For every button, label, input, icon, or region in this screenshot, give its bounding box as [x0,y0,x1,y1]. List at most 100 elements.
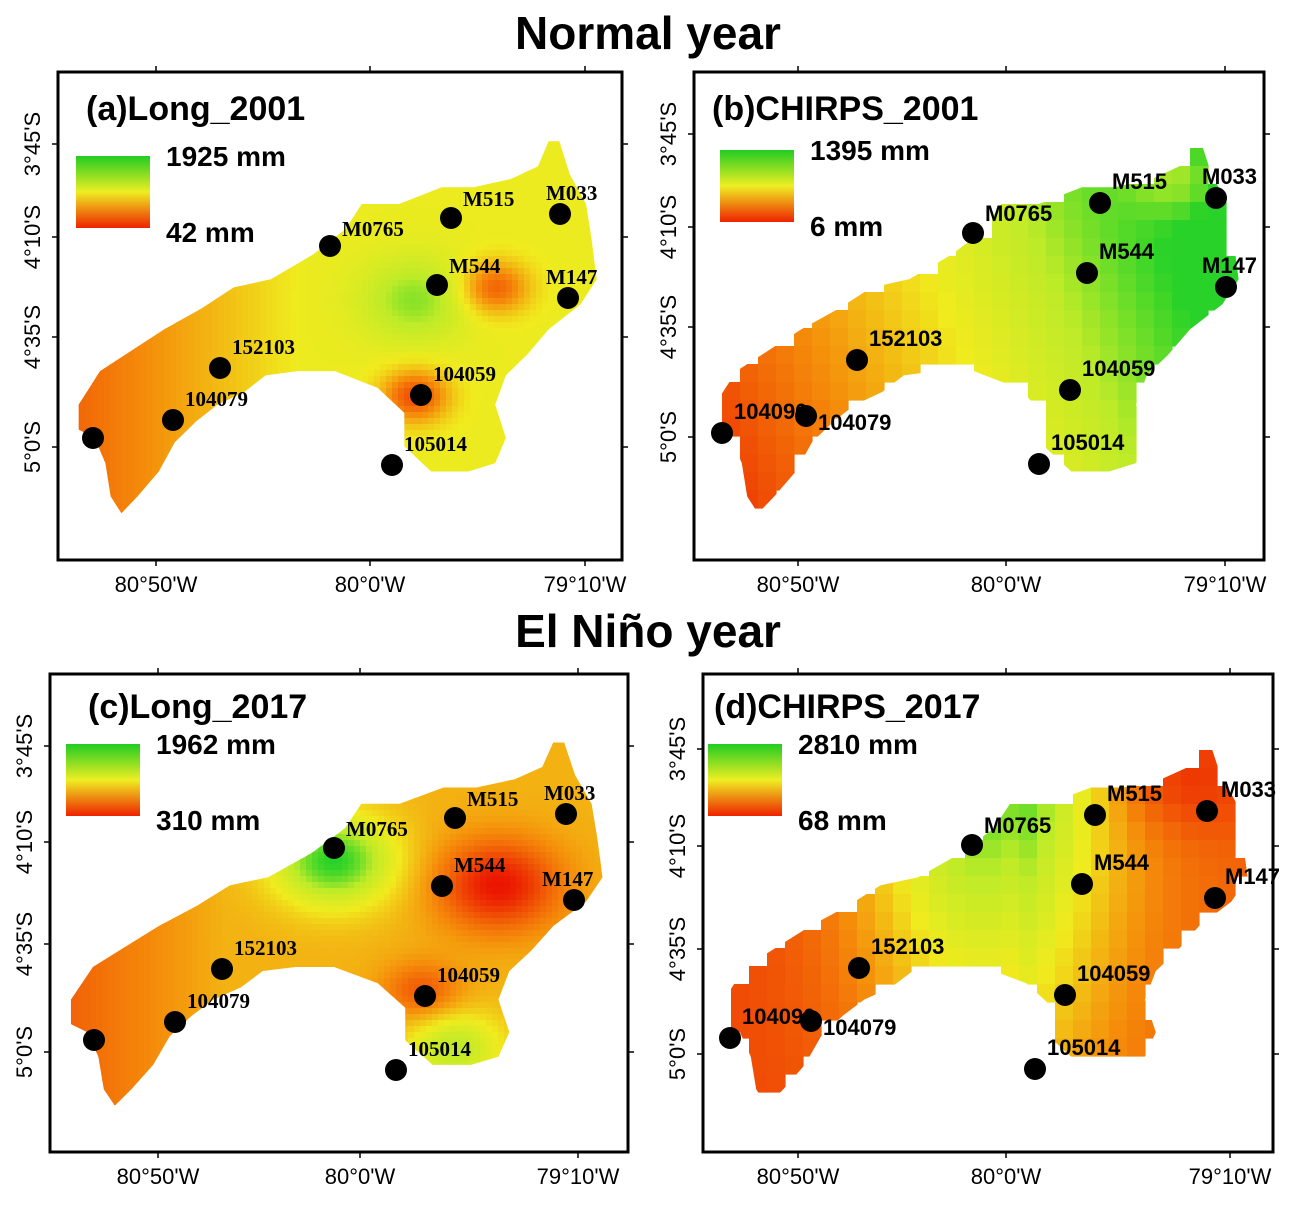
legend-max-label: 1962 mm [156,729,276,760]
lon-tick-label: 80°0'W [325,1164,396,1189]
lon-tick-label: 79°10'W [544,572,627,597]
station-label-M147: M147 [542,867,593,891]
station-marker-M0765 [323,837,345,859]
lat-tick-label: 4°35'S [12,912,37,976]
station-label-104090: 104090 [734,399,807,424]
lat-tick-label: 5°0'S [12,1026,37,1078]
station-label-M515: M515 [1112,169,1167,194]
station-marker-104059 [1054,984,1076,1006]
lat-tick-label: 3°45'S [656,102,681,166]
station-marker-M147 [1215,276,1237,298]
station-marker-104090 [719,1027,741,1049]
lon-tick-label: 80°50'W [757,1164,840,1189]
station-marker-104090 [83,1029,105,1051]
map-svg-b: 3°45'S 4°10'S 4°35'S 5°0'S 80°50'W 80°0'W 79°1… [656,66,1270,597]
station-label-104059: 104059 [433,362,496,386]
lon-tick-label: 79°10'W [537,1164,620,1189]
station-marker-M515 [444,807,466,829]
map-svg-c: 3°45'S 4°10'S 4°35'S 5°0'S 80°50'W 80°0'W 79°1… [12,668,634,1189]
station-marker-M0765 [962,222,984,244]
station-label-M544: M544 [449,254,501,278]
station-marker-152103 [211,958,233,980]
legend-color-ramp [66,744,140,816]
station-marker-104079 [164,1011,186,1033]
station-marker-104079 [162,409,184,431]
station-label-105014: 105014 [1047,1035,1121,1060]
station-label-M544: M544 [1099,239,1155,264]
station-label-152103: 152103 [232,335,295,359]
lon-tick-label: 79°10'W [1184,572,1267,597]
station-label-M515: M515 [467,787,518,811]
station-marker-105014 [385,1059,407,1081]
station-marker-M0765 [319,235,341,257]
station-marker-M147 [563,889,585,911]
station-marker-M033 [1205,187,1227,209]
lon-tick-label: 80°0'W [971,572,1042,597]
lat-tick-label: 4°35'S [20,305,45,369]
station-marker-M033 [549,203,571,225]
station-marker-105014 [1024,1058,1046,1080]
legend-min-label: 310 mm [156,805,260,836]
station-label-M0765: M0765 [985,201,1052,226]
lat-tick-label: 4°10'S [665,814,690,878]
station-marker-152103 [209,357,231,379]
legend-min-label: 42 mm [166,217,255,248]
panel-title: (d)CHIRPS_2017 [714,688,980,726]
lat-tick-label: 4°10'S [656,195,681,259]
panel-title: (b)CHIRPS_2001 [712,90,978,128]
station-label-105014: 105014 [1051,430,1125,455]
station-marker-104059 [1059,379,1081,401]
station-label-105014: 105014 [408,1037,472,1061]
station-label-104079: 104079 [185,387,248,411]
map-svg-d: 3°45'S 4°10'S 4°35'S 5°0'S 80°50'W 80°0'W 79°1… [665,668,1280,1189]
legend-min-label: 68 mm [798,805,887,836]
station-marker-104079 [800,1010,822,1032]
station-label-M0765: M0765 [342,217,404,241]
lat-tick-label: 4°35'S [665,917,690,981]
station-label-M544: M544 [1094,850,1150,875]
station-label-104090: 104090 [742,1004,815,1029]
station-label-104059: 104059 [1077,961,1150,986]
map-panel-d: 3°45'S 4°10'S 4°35'S 5°0'S 80°50'W 80°0'W 79°1… [648,660,1296,1208]
lon-tick-label: 80°50'W [117,1164,200,1189]
station-marker-M147 [1204,887,1226,909]
station-label-M033: M033 [544,781,595,805]
station-label-104079: 104079 [823,1015,896,1040]
station-label-105014: 105014 [404,432,468,456]
station-marker-105014 [381,454,403,476]
station-label-M147: M147 [1202,253,1257,278]
station-label-M033: M033 [546,181,597,205]
panel-title: (a)Long_2001 [86,90,305,128]
lat-tick-label: 4°10'S [20,205,45,269]
legend-max-label: 2810 mm [798,729,918,760]
lon-tick-label: 80°0'W [971,1164,1042,1189]
legend-color-ramp [708,744,782,816]
lat-tick-label: 5°0'S [20,421,45,473]
station-marker-104059 [414,985,436,1007]
lat-tick-label: 3°45'S [20,112,45,176]
map-svg-a: 3°45'S 4°10'S 4°35'S 5°0'S 80°50'W 80°0'W 79°1… [20,66,628,597]
station-marker-M0765 [961,834,983,856]
station-marker-152103 [848,957,870,979]
station-label-M515: M515 [463,187,514,211]
elnino-year-title: El Niño year [515,605,781,657]
station-marker-152103 [846,349,868,371]
lat-tick-label: 5°0'S [665,1028,690,1080]
station-label-M147: M147 [1225,864,1280,889]
map-panel-c: 3°45'S 4°10'S 4°35'S 5°0'S 80°50'W 80°0'W 79°1… [0,660,648,1208]
lat-tick-label: 4°10'S [12,810,37,874]
legend-max-label: 1395 mm [810,135,930,166]
lat-tick-label: 3°45'S [12,714,37,778]
station-marker-M544 [1076,262,1098,284]
lat-tick-label: 5°0'S [656,411,681,463]
station-label-M0765: M0765 [346,817,408,841]
lon-tick-label: 80°50'W [115,572,198,597]
station-marker-104090 [711,422,733,444]
station-label-152103: 152103 [234,936,297,960]
legend-min-label: 6 mm [810,211,883,242]
map-panel-a: 3°45'S 4°10'S 4°35'S 5°0'S 80°50'W 80°0'W 79°1… [0,60,648,600]
station-label-M033: M033 [1221,777,1276,802]
station-marker-105014 [1028,453,1050,475]
lon-tick-label: 80°50'W [757,572,840,597]
normal-year-title: Normal year [515,7,781,59]
